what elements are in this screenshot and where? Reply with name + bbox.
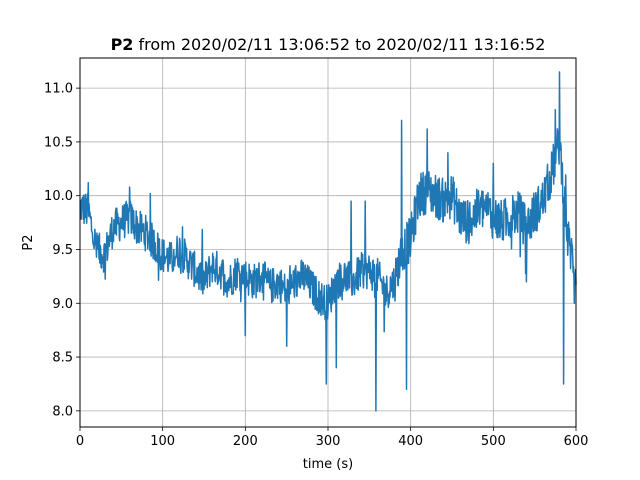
chart-title: P2 from 2020/02/11 13:06:52 to 2020/02/1… [111, 35, 546, 54]
x-tick-label: 400 [398, 434, 423, 449]
x-axis-label: time (s) [303, 457, 353, 472]
series-line [79, 71, 577, 412]
x-tick-label: 500 [481, 434, 506, 449]
x-tick-label: 100 [150, 434, 175, 449]
y-tick-label: 10.0 [44, 189, 73, 204]
y-tick-label: 8.5 [52, 351, 73, 366]
y-tick-label: 8.0 [52, 404, 73, 419]
chart-title-rest: from 2020/02/11 13:06:52 to 2020/02/11 1… [133, 35, 545, 54]
y-tick-label: 10.5 [44, 135, 73, 150]
x-tick-label: 200 [233, 434, 258, 449]
series-layer [79, 71, 577, 412]
y-tick-label: 9.5 [52, 243, 73, 258]
x-tick-label: 0 [76, 434, 84, 449]
x-axis: 0 100 200 300 400 500 600 [76, 427, 589, 449]
y-tick-label: 9.0 [52, 297, 73, 312]
x-tick-label: 300 [316, 434, 341, 449]
y-axis-label: P2 [21, 234, 36, 250]
x-tick-label: 600 [564, 434, 589, 449]
chart-title-bold: P2 [111, 35, 134, 54]
y-tick-label: 11.0 [44, 82, 73, 97]
y-axis: 8.0 8.5 9.0 9.5 10.0 10.5 11.0 [44, 82, 80, 419]
